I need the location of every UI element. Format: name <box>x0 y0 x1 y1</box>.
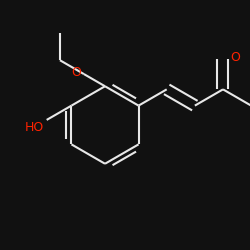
Text: HO: HO <box>25 122 44 134</box>
Text: O: O <box>230 51 240 64</box>
Text: O: O <box>72 66 82 79</box>
